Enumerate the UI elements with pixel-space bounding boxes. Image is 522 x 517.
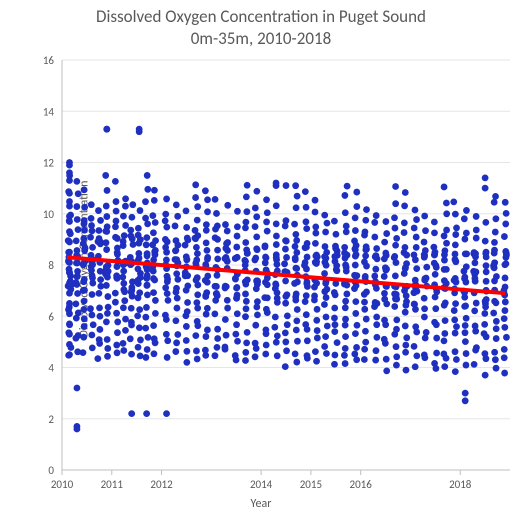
svg-text:2: 2 [48,413,54,426]
svg-text:4: 4 [48,362,54,375]
svg-text:10: 10 [43,208,55,221]
svg-text:6: 6 [48,310,54,323]
svg-text:2018: 2018 [449,478,472,491]
svg-text:8: 8 [48,259,54,272]
svg-text:0: 0 [48,464,54,477]
svg-text:16: 16 [43,54,55,67]
svg-text:2014: 2014 [250,478,273,491]
chart-container: Dissolved Oxygen Concentration in Puget … [0,0,522,517]
svg-text:2010: 2010 [51,478,74,491]
svg-text:2015: 2015 [300,478,322,491]
svg-text:2016: 2016 [350,478,373,491]
svg-text:14: 14 [43,105,55,118]
scatter-plot: 0 2 4 6 8 10 12 14 16 2010 2011 2012 2014 2015 2016 201… [0,0,522,517]
svg-text:2011: 2011 [101,478,124,491]
svg-text:12: 12 [43,157,55,170]
svg-text:2012: 2012 [150,478,173,491]
